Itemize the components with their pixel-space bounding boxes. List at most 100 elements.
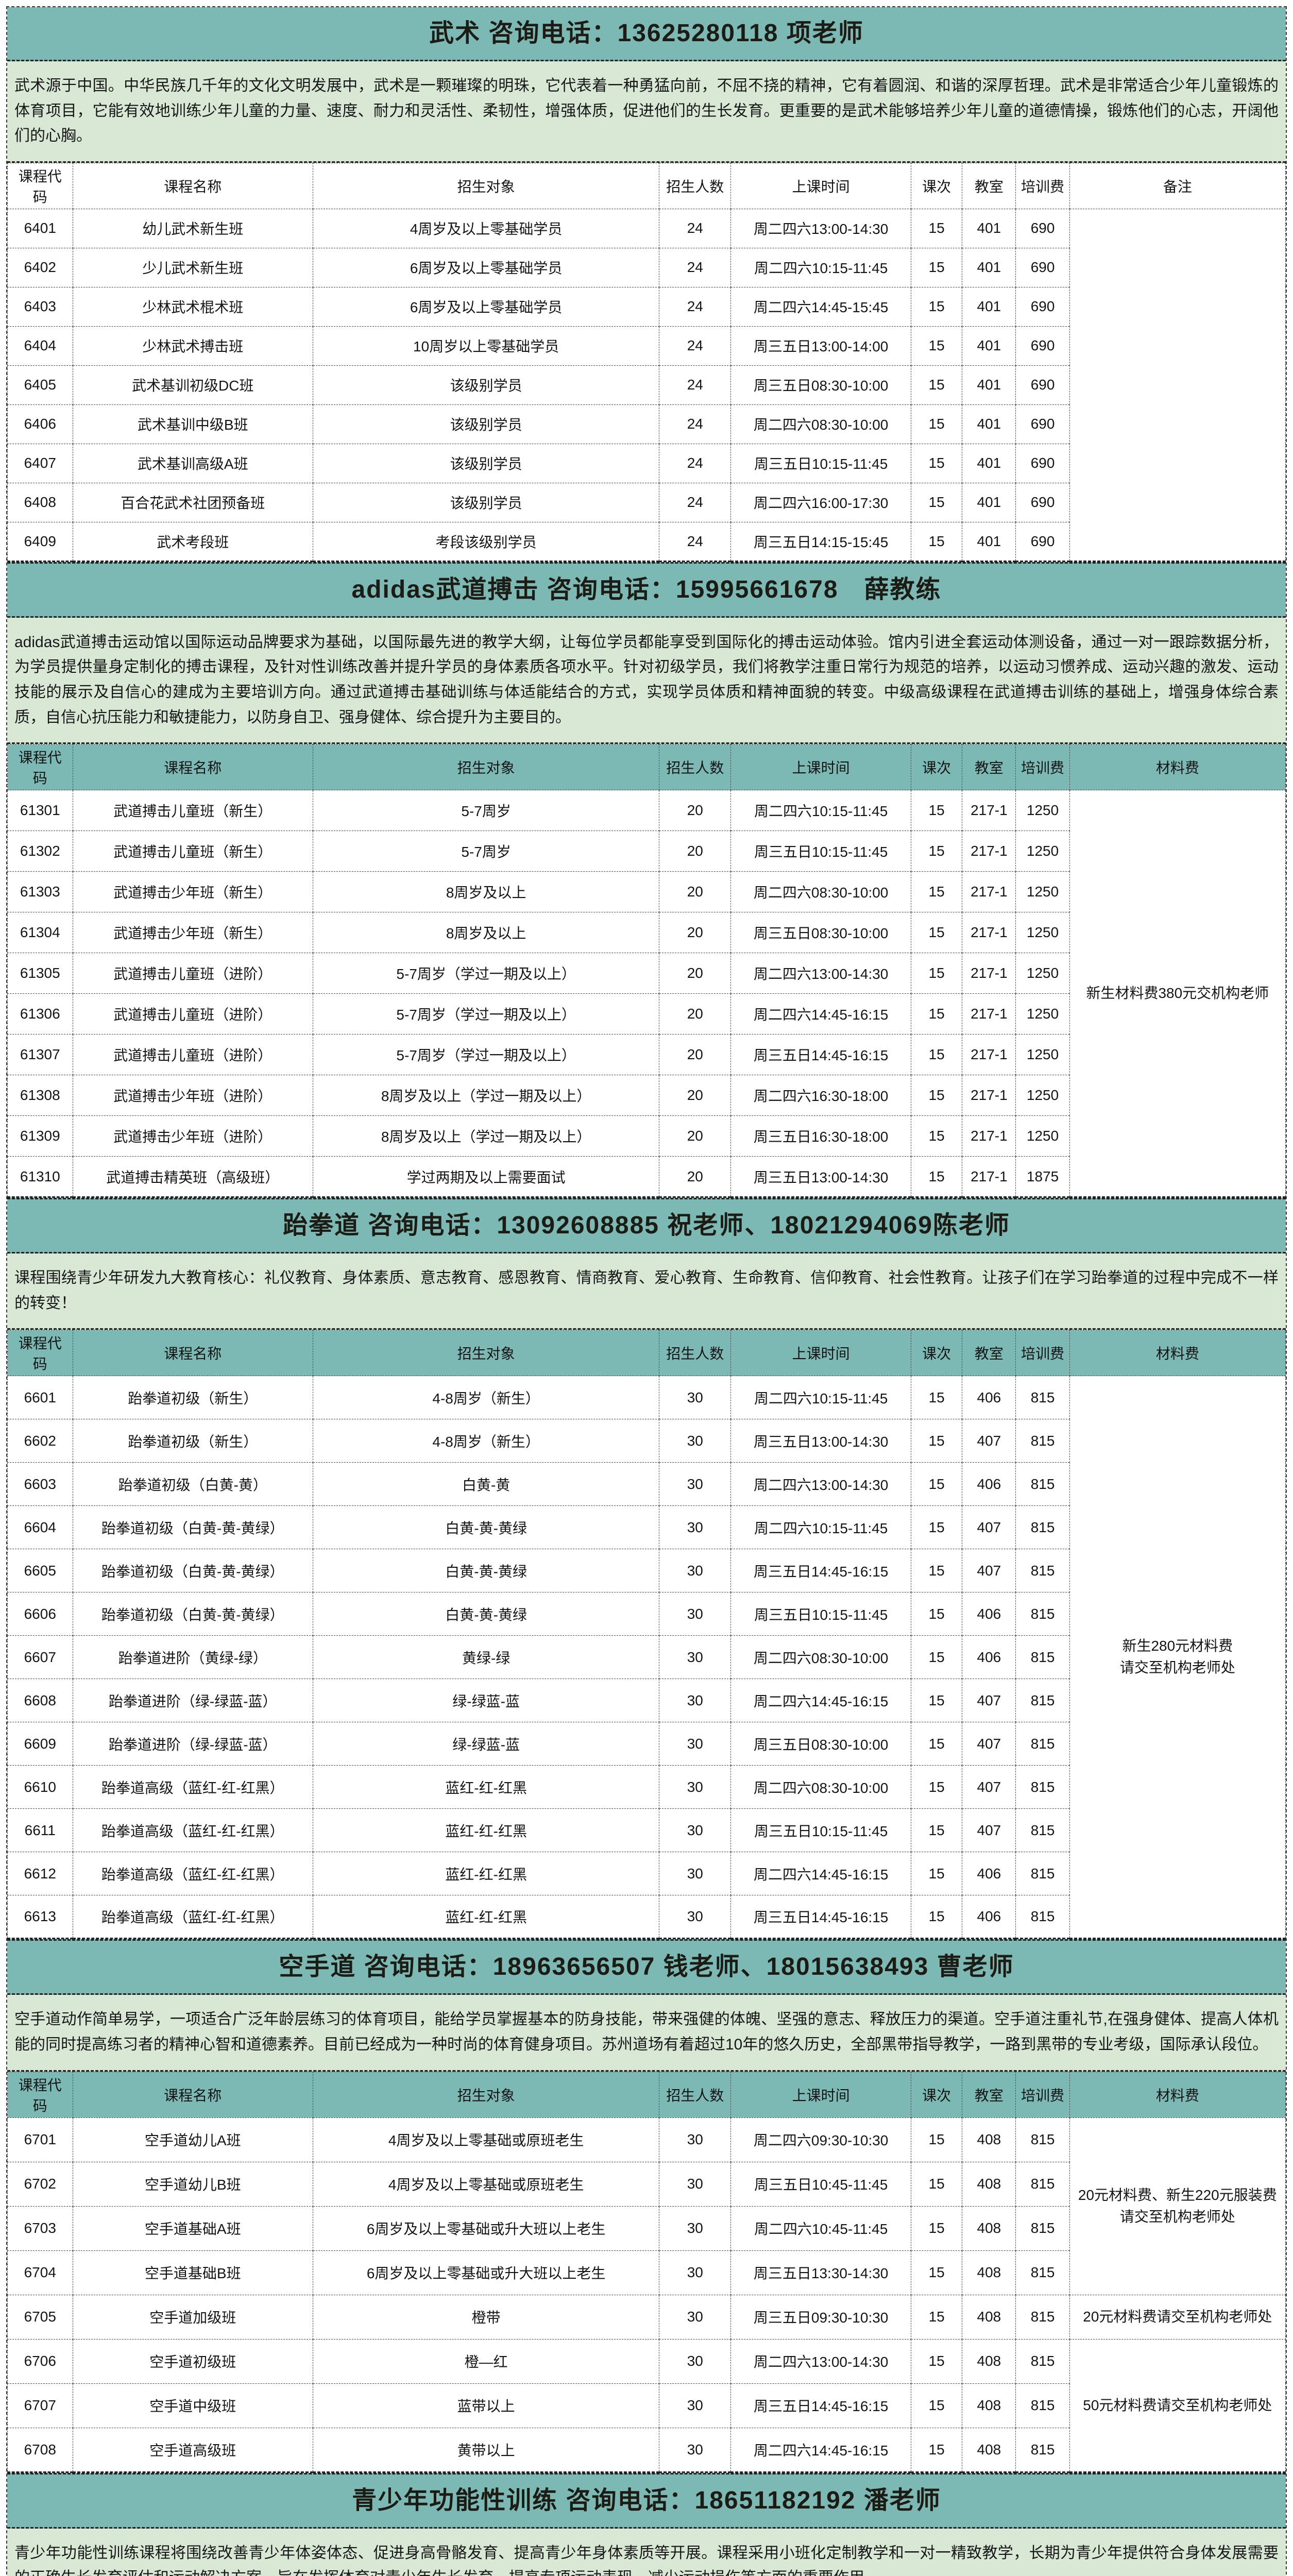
section-title: 青少年功能性训练 咨询电话：18651182192 潘老师 xyxy=(7,2472,1286,2529)
note-cell: 新生280元材料费 请交至机构老师处 xyxy=(1069,1376,1286,1939)
cell-fee: 690 xyxy=(1015,326,1070,366)
cell-time: 周三五日16:30-18:00 xyxy=(730,1115,912,1157)
time-text: 周三五日10:15-11:45 xyxy=(754,1606,888,1623)
cell-target: 蓝红-红-红黑 xyxy=(312,1895,660,1939)
cell-target: 6周岁及以上零基础或升大班以上老生 xyxy=(312,2206,660,2251)
table-row: 61301 武道搏击儿童班（新生） 5-7周岁 20 周二四六10:15-11:45 15… xyxy=(7,790,1286,1198)
time-text: 周二四六14:45-15:45 xyxy=(753,299,889,316)
cell-code: 61304 xyxy=(7,912,73,954)
cell-name: 武道搏击儿童班（进阶） xyxy=(72,953,313,994)
table-row: 6405 武术基训初级DC班 该级别学员 24 周三五日08:30-10:00 15 401… xyxy=(7,365,1286,405)
cell-target: 8周岁及以上 xyxy=(312,871,660,913)
cell-room: 408 xyxy=(962,2206,1016,2251)
col-header-time: 上课时间 xyxy=(730,2071,912,2118)
cell-code: 6707 xyxy=(7,2383,73,2428)
cell-lessons: 15 xyxy=(911,790,963,832)
cell-lessons: 15 xyxy=(911,2427,963,2472)
cell-name: 跆拳道初级（新生） xyxy=(72,1376,313,1420)
cell-name: 空手道加级班 xyxy=(72,2294,313,2340)
table-row: 6402 少儿武术新生班 6周岁及以上零基础学员 24 周二四六10:15-11:45 1… xyxy=(7,247,1286,287)
cell-lessons: 15 xyxy=(911,953,963,994)
cell-name: 跆拳道高级（蓝红-红-红黑） xyxy=(72,1808,313,1853)
cell-room: 406 xyxy=(962,1592,1016,1636)
cell-name: 武术考段班 xyxy=(72,521,313,562)
col-header-target: 招生对象 xyxy=(312,744,660,791)
cell-fee: 815 xyxy=(1015,2427,1070,2472)
cell-target: 8周岁及以上（学过一期及以上） xyxy=(312,1115,660,1157)
cell-size: 30 xyxy=(659,2294,731,2340)
note-cell: 20元材料费请交至机构老师处 xyxy=(1069,2294,1286,2340)
cell-target: 该级别学员 xyxy=(312,404,660,444)
cell-name: 空手道高级班 xyxy=(72,2427,313,2472)
col-header-room: 教室 xyxy=(962,1330,1016,1377)
col-header-room: 教室 xyxy=(962,162,1016,209)
cell-size: 20 xyxy=(659,993,731,1035)
time-text: 周三五日14:45-16:15 xyxy=(753,1909,889,1926)
cell-fee: 690 xyxy=(1015,247,1070,287)
time-text: 周三五日13:00-14:00 xyxy=(753,338,889,355)
time-text: 周二四六08:30-10:00 xyxy=(753,417,889,433)
cell-target: 10周岁以上零基础学员 xyxy=(312,326,660,366)
cell-code: 6406 xyxy=(7,404,73,444)
cell-code: 6604 xyxy=(7,1505,73,1550)
col-header-target: 招生对象 xyxy=(312,162,660,209)
cell-fee: 1250 xyxy=(1015,831,1070,872)
cell-code: 6603 xyxy=(7,1462,73,1506)
cell-time: 周二四六14:45-16:15 xyxy=(730,1679,912,1723)
cell-time: 周三五日10:15-11:45 xyxy=(730,831,912,872)
table-row: 6702 空手道幼儿B班 4周岁及以上零基础或原班老生 30 周三五日10:45-11:… xyxy=(7,2161,1286,2207)
cell-target: 白黄-黄 xyxy=(312,1462,660,1506)
cell-size: 20 xyxy=(659,1075,731,1116)
cell-room: 406 xyxy=(962,1376,1016,1420)
col-header-name: 课程名称 xyxy=(72,744,313,791)
col-header-name: 课程名称 xyxy=(72,162,313,209)
cell-name: 空手道基础B班 xyxy=(72,2250,313,2295)
cell-fee: 1250 xyxy=(1015,993,1070,1035)
note-cell: 50元材料费请交至机构老师处 xyxy=(1069,2338,1286,2472)
cell-room: 406 xyxy=(962,1635,1016,1680)
table-row: 6406 武术基训中级B班 该级别学员 24 周二四六08:30-10:00 15 401 6… xyxy=(7,404,1286,444)
cell-target: 4-8周岁（新生） xyxy=(312,1376,660,1420)
cell-size: 30 xyxy=(659,2427,731,2472)
cell-time: 周二四六13:00-14:30 xyxy=(730,1462,912,1506)
cell-lessons: 15 xyxy=(911,1462,963,1506)
cell-lessons: 15 xyxy=(911,1549,963,1593)
time-text: 周三五日14:45-16:15 xyxy=(753,1563,889,1580)
time-text: 周二四六16:00-17:30 xyxy=(753,495,889,512)
col-header-size: 招生人数 xyxy=(659,162,731,209)
cell-fee: 815 xyxy=(1015,1505,1070,1550)
cell-fee: 690 xyxy=(1015,404,1070,444)
cell-target: 5-7周岁 xyxy=(312,790,660,832)
table-row: 6701 空手道幼儿A班 4周岁及以上零基础或原班老生 30 周二四六09:30-10:… xyxy=(7,2117,1286,2295)
cell-size: 30 xyxy=(659,1505,731,1550)
cell-code: 6401 xyxy=(7,208,73,248)
col-header-size: 招生人数 xyxy=(659,2071,731,2118)
section-description: 青少年功能性训练课程将围绕改善青少年体姿体态、促进身高骨骼发育、提高青少年身体素… xyxy=(7,2528,1286,2576)
cell-size: 30 xyxy=(659,1679,731,1723)
cell-room: 407 xyxy=(962,1679,1016,1723)
cell-fee: 815 xyxy=(1015,1592,1070,1636)
cell-fee: 690 xyxy=(1015,208,1070,248)
course-table: 课程代码 课程名称 招生对象 招生人数 上课时间 课次 教室 培训费 材料费 6601 跆拳道初级（… xyxy=(7,1330,1286,1940)
cell-fee: 1250 xyxy=(1015,1075,1070,1116)
cell-size: 30 xyxy=(659,1592,731,1636)
table-row: 6606 跆拳道初级（白黄-黄-黄绿） 白黄-黄-黄绿 30 周三五日10:15-11:… xyxy=(7,1592,1286,1636)
cell-fee: 815 xyxy=(1015,1549,1070,1593)
time-text: 周二四六13:00-14:30 xyxy=(753,1477,889,1493)
time-text: 周二四六14:45-16:15 xyxy=(753,1007,889,1023)
cell-room: 406 xyxy=(962,1852,1016,1896)
cell-lessons: 15 xyxy=(911,326,963,366)
cell-code: 6403 xyxy=(7,286,73,327)
section-title: adidas武道搏击 咨询电话：15995661678 薛教练 xyxy=(7,562,1286,618)
table-row: 6612 跆拳道高级（蓝红-红-红黑） 蓝红-红-红黑 30 周二四六14:45-16:… xyxy=(7,1852,1286,1896)
cell-target: 6周岁及以上零基础学员 xyxy=(312,286,660,327)
cell-name: 武道搏击少年班（新生） xyxy=(72,912,313,954)
cell-code: 6601 xyxy=(7,1376,73,1420)
cell-lessons: 15 xyxy=(911,247,963,287)
cell-room: 407 xyxy=(962,1549,1016,1593)
cell-lessons: 15 xyxy=(911,1679,963,1723)
table-row: 6603 跆拳道初级（白黄-黄） 白黄-黄 30 周二四六13:00-14:30 15 40… xyxy=(7,1462,1286,1506)
cell-lessons: 15 xyxy=(911,482,963,522)
cell-fee: 690 xyxy=(1015,443,1070,483)
col-header-code: 课程代码 xyxy=(7,2071,73,2118)
